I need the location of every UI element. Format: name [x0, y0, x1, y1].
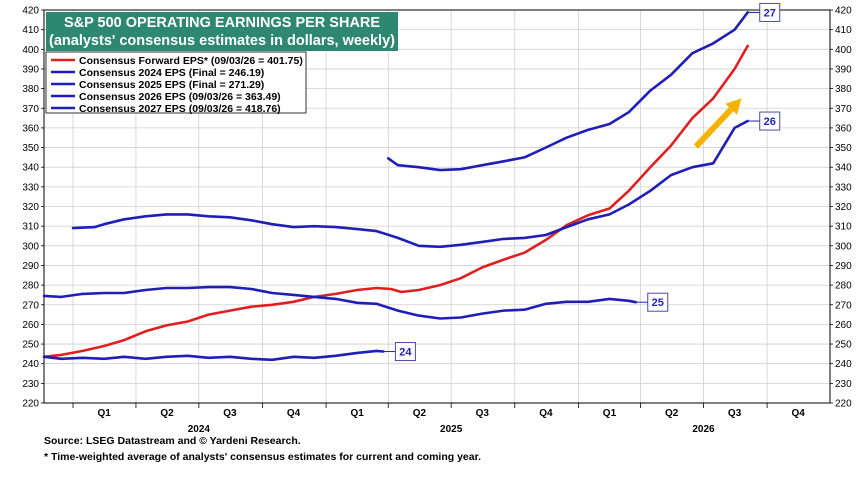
y-tick-label-right: 390	[835, 64, 852, 75]
y-tick-label-left: 410	[22, 25, 39, 36]
y-tick-label-left: 310	[22, 222, 39, 233]
legend-label-3: Consensus 2026 EPS (09/03/26 = 363.49)	[79, 91, 281, 103]
y-tick-label-left: 380	[22, 84, 39, 95]
legend-label-1: Consensus 2024 EPS (Final = 246.19)	[79, 67, 264, 79]
legend-label-0: Consensus Forward EPS* (09/03/26 = 401.7…	[79, 55, 303, 67]
y-tick-label-right: 410	[835, 25, 852, 36]
overlays: 24 25 26 27 S&P 500 OPERATING EARNINGS PER S…	[45, 2, 781, 362]
y-tick-label-right: 240	[835, 359, 852, 370]
y-tick-label-right: 280	[835, 281, 852, 292]
y-tick-label-left: 250	[22, 340, 39, 351]
title-box	[46, 12, 398, 51]
y-tick-label-right: 330	[835, 182, 852, 193]
axes: 220 220 230 230 240 240 250 250 260 260 270 270 280 2…	[22, 6, 852, 436]
y-tick-label-left: 280	[22, 281, 39, 292]
series-line-3	[71, 119, 750, 249]
y-tick-label-left: 290	[22, 261, 39, 272]
x-year-label: 2024	[188, 424, 211, 435]
legend-label-2: Consensus 2025 EPS (Final = 271.29)	[79, 79, 264, 91]
y-tick-label-left: 230	[22, 379, 39, 390]
x-quarter-label: Q2	[665, 408, 679, 419]
y-tick-label-left: 420	[22, 6, 39, 17]
x-quarter-label: Q1	[350, 408, 364, 419]
chart-title: S&P 500 OPERATING EARNINGS PER SHARE	[64, 15, 380, 31]
legend-box	[45, 51, 307, 114]
y-tick-label-right: 270	[835, 300, 852, 311]
y-tick-label-left: 400	[22, 45, 39, 56]
chart-subtitle: (analysts' consensus estimates in dollar…	[49, 33, 395, 49]
source-note: Source: LSEG Datastream and © Yardeni Re…	[44, 435, 301, 447]
x-quarter-label: Q2	[413, 408, 427, 419]
callout-box-1	[394, 342, 416, 362]
x-quarter-label: Q1	[603, 408, 617, 419]
x-quarter-label: Q3	[728, 408, 742, 419]
legend-label-4: Consensus 2027 EPS (09/03/26 = 418.76)	[79, 103, 281, 115]
x-year-label: 2026	[692, 424, 715, 435]
x-quarter-label: Q4	[792, 408, 806, 419]
trend-arrow-shaft	[693, 107, 734, 149]
y-tick-label-right: 250	[835, 340, 852, 351]
y-tick-label-left: 260	[22, 320, 39, 331]
x-year-label: 2025	[440, 424, 463, 435]
callout-label-1: 24	[399, 347, 412, 359]
x-quarter-label: Q3	[476, 408, 490, 419]
y-tick-label-left: 220	[22, 399, 39, 410]
y-tick-label-right: 220	[835, 399, 852, 410]
series-line-2	[42, 285, 638, 320]
callout-box-4	[759, 2, 781, 22]
y-tick-label-right: 380	[835, 84, 852, 95]
x-quarter-label: Q1	[97, 408, 111, 419]
callout-label-2: 25	[652, 297, 664, 309]
y-tick-label-right: 420	[835, 6, 852, 17]
y-tick-label-left: 320	[22, 202, 39, 213]
y-tick-label-right: 400	[835, 45, 852, 56]
x-quarter-label: Q2	[160, 408, 174, 419]
callout-box-3	[759, 111, 781, 131]
y-tick-label-right: 350	[835, 143, 852, 154]
y-tick-label-right: 370	[835, 104, 852, 115]
y-tick-label-right: 300	[835, 241, 852, 252]
callout-label-3: 26	[764, 116, 776, 128]
series-lines	[42, 11, 750, 362]
y-tick-label-left: 340	[22, 163, 39, 174]
series-line-4	[386, 11, 750, 172]
series-line-0	[42, 44, 750, 359]
y-tick-label-right: 310	[835, 222, 852, 233]
footnote: * Time-weighted average of analysts' con…	[44, 451, 482, 463]
plot-frame	[43, 9, 831, 404]
y-tick-label-right: 230	[835, 379, 852, 390]
series-line-1	[42, 349, 385, 362]
y-tick-label-right: 260	[835, 320, 852, 331]
y-tick-label-right: 290	[835, 261, 852, 272]
y-tick-label-right: 340	[835, 163, 852, 174]
y-tick-label-left: 330	[22, 182, 39, 193]
y-tick-label-right: 320	[835, 202, 852, 213]
y-tick-label-left: 370	[22, 104, 39, 115]
x-quarter-label: Q4	[539, 408, 553, 419]
y-tick-label-left: 350	[22, 143, 39, 154]
y-tick-label-left: 300	[22, 241, 39, 252]
y-tick-label-right: 360	[835, 123, 852, 134]
trend-arrow-head	[725, 98, 742, 115]
callout-label-4: 27	[764, 7, 776, 19]
y-tick-label-left: 360	[22, 123, 39, 134]
x-quarter-label: Q3	[223, 408, 237, 419]
y-tick-label-left: 240	[22, 359, 39, 370]
callout-box-2	[647, 292, 669, 312]
y-tick-label-left: 270	[22, 300, 39, 311]
y-tick-label-left: 390	[22, 64, 39, 75]
x-quarter-label: Q4	[287, 408, 301, 419]
